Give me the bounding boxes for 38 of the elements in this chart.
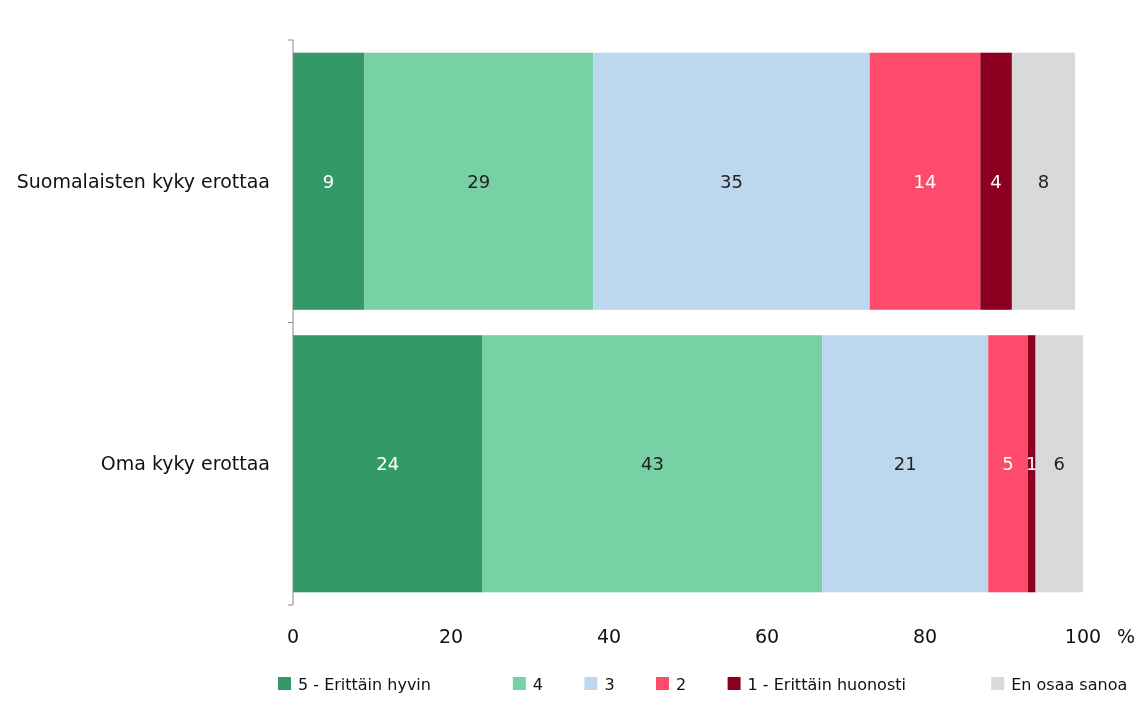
bar bbox=[869, 52, 981, 310]
x-tick-label: 100 bbox=[1064, 625, 1102, 647]
y-tick-label: Suomalaisten kyky erottaa bbox=[16, 169, 270, 192]
data-label: 29 bbox=[467, 170, 491, 192]
data-label: 5 bbox=[1002, 453, 1014, 475]
bar bbox=[988, 335, 1028, 593]
data-label: 4 bbox=[990, 170, 1002, 192]
bar bbox=[1027, 335, 1036, 593]
bar bbox=[1011, 52, 1076, 310]
legend-label: 5 - Erittäin hyvin bbox=[298, 674, 431, 694]
data-label: 24 bbox=[376, 453, 400, 475]
x-tick-label: 60 bbox=[754, 625, 780, 647]
x-axis-title: % bbox=[1116, 625, 1136, 647]
legend-label: En osaa sanoa bbox=[1011, 674, 1128, 694]
legend-label: 2 bbox=[676, 674, 687, 694]
bar bbox=[1035, 335, 1083, 593]
legend-label: 3 bbox=[604, 674, 615, 694]
x-tick-label: 80 bbox=[912, 625, 938, 647]
data-label: 35 bbox=[720, 170, 743, 192]
data-label: 43 bbox=[641, 453, 664, 475]
bar bbox=[293, 335, 483, 593]
data-label: 8 bbox=[1037, 170, 1050, 192]
data-label: 9 bbox=[322, 170, 335, 192]
legend-label: 1 - Erittäin huonosti bbox=[747, 674, 906, 694]
x-tick-label: 40 bbox=[596, 625, 622, 647]
data-label: 21 bbox=[893, 453, 917, 475]
x-tick-label: 20 bbox=[438, 625, 464, 647]
data-label: 14 bbox=[913, 170, 937, 192]
bar bbox=[293, 52, 365, 310]
y-tick-label: Oma kyky erottaa bbox=[100, 452, 270, 475]
bar bbox=[822, 335, 989, 593]
bar bbox=[980, 52, 1012, 310]
bar bbox=[482, 335, 823, 593]
x-tick-label: 0 bbox=[286, 625, 300, 647]
legend-label: 4 bbox=[532, 674, 543, 694]
bar bbox=[364, 52, 594, 310]
data-label: 6 bbox=[1053, 453, 1066, 475]
bar bbox=[593, 52, 870, 310]
